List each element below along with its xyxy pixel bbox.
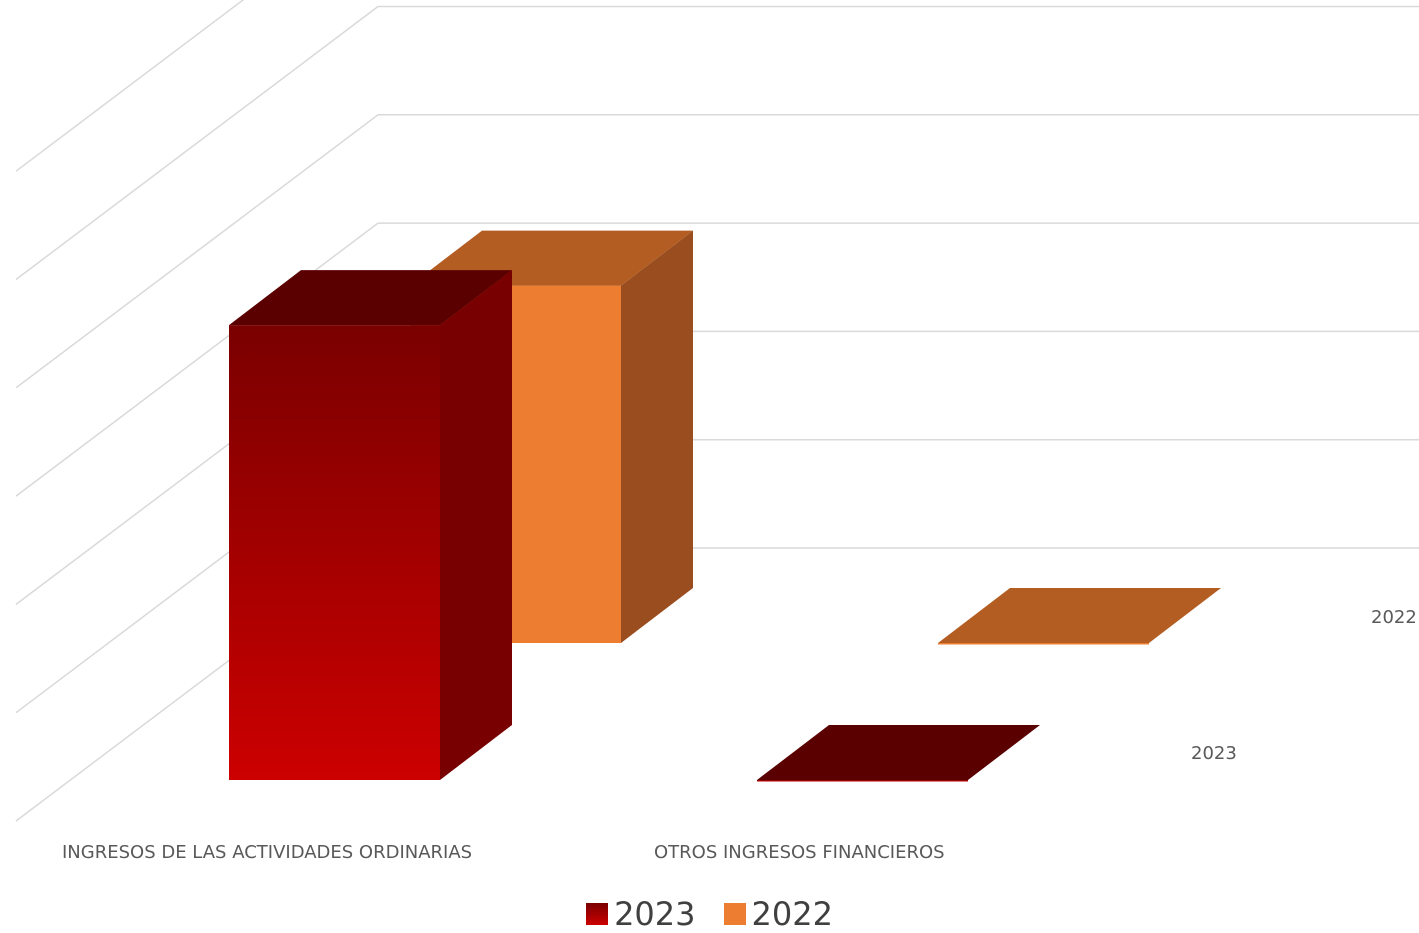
legend-swatch-2022 (723, 903, 746, 925)
bars (229, 230, 1221, 782)
bar-2023-1-front (757, 780, 968, 782)
bar-2023-0-side (440, 270, 512, 780)
depth-label-2022: 2022 (1371, 607, 1417, 628)
gridline-side (15, 0, 245, 172)
gridlines (15, 0, 1419, 822)
legend-label-2023: 2023 (614, 895, 696, 933)
bar-2022-1-top (938, 588, 1221, 643)
legend-item-2023: 2023 (586, 895, 696, 933)
bar-2022-0-side (621, 230, 693, 644)
legend-label-2022: 2022 (751, 895, 833, 933)
bar-2023-1-top (757, 725, 1040, 780)
legend-swatch-2023 (586, 903, 609, 925)
category-label-1: OTROS INGRESOS FINANCIEROS (654, 842, 945, 863)
legend: 2023 2022 (0, 895, 1419, 933)
depth-label-2023: 2023 (1191, 743, 1237, 764)
bar-2023-0-front (229, 325, 440, 780)
bar-2023-0-top (229, 270, 512, 326)
legend-item-2022: 2022 (723, 895, 833, 933)
bar-2022-1-front (938, 643, 1149, 645)
gridline-side (15, 5, 379, 281)
category-label-0: INGRESOS DE LAS ACTIVIDADES ORDINARIAS (62, 842, 473, 863)
gridline-side (15, 114, 379, 389)
gridline-side (15, 222, 379, 497)
